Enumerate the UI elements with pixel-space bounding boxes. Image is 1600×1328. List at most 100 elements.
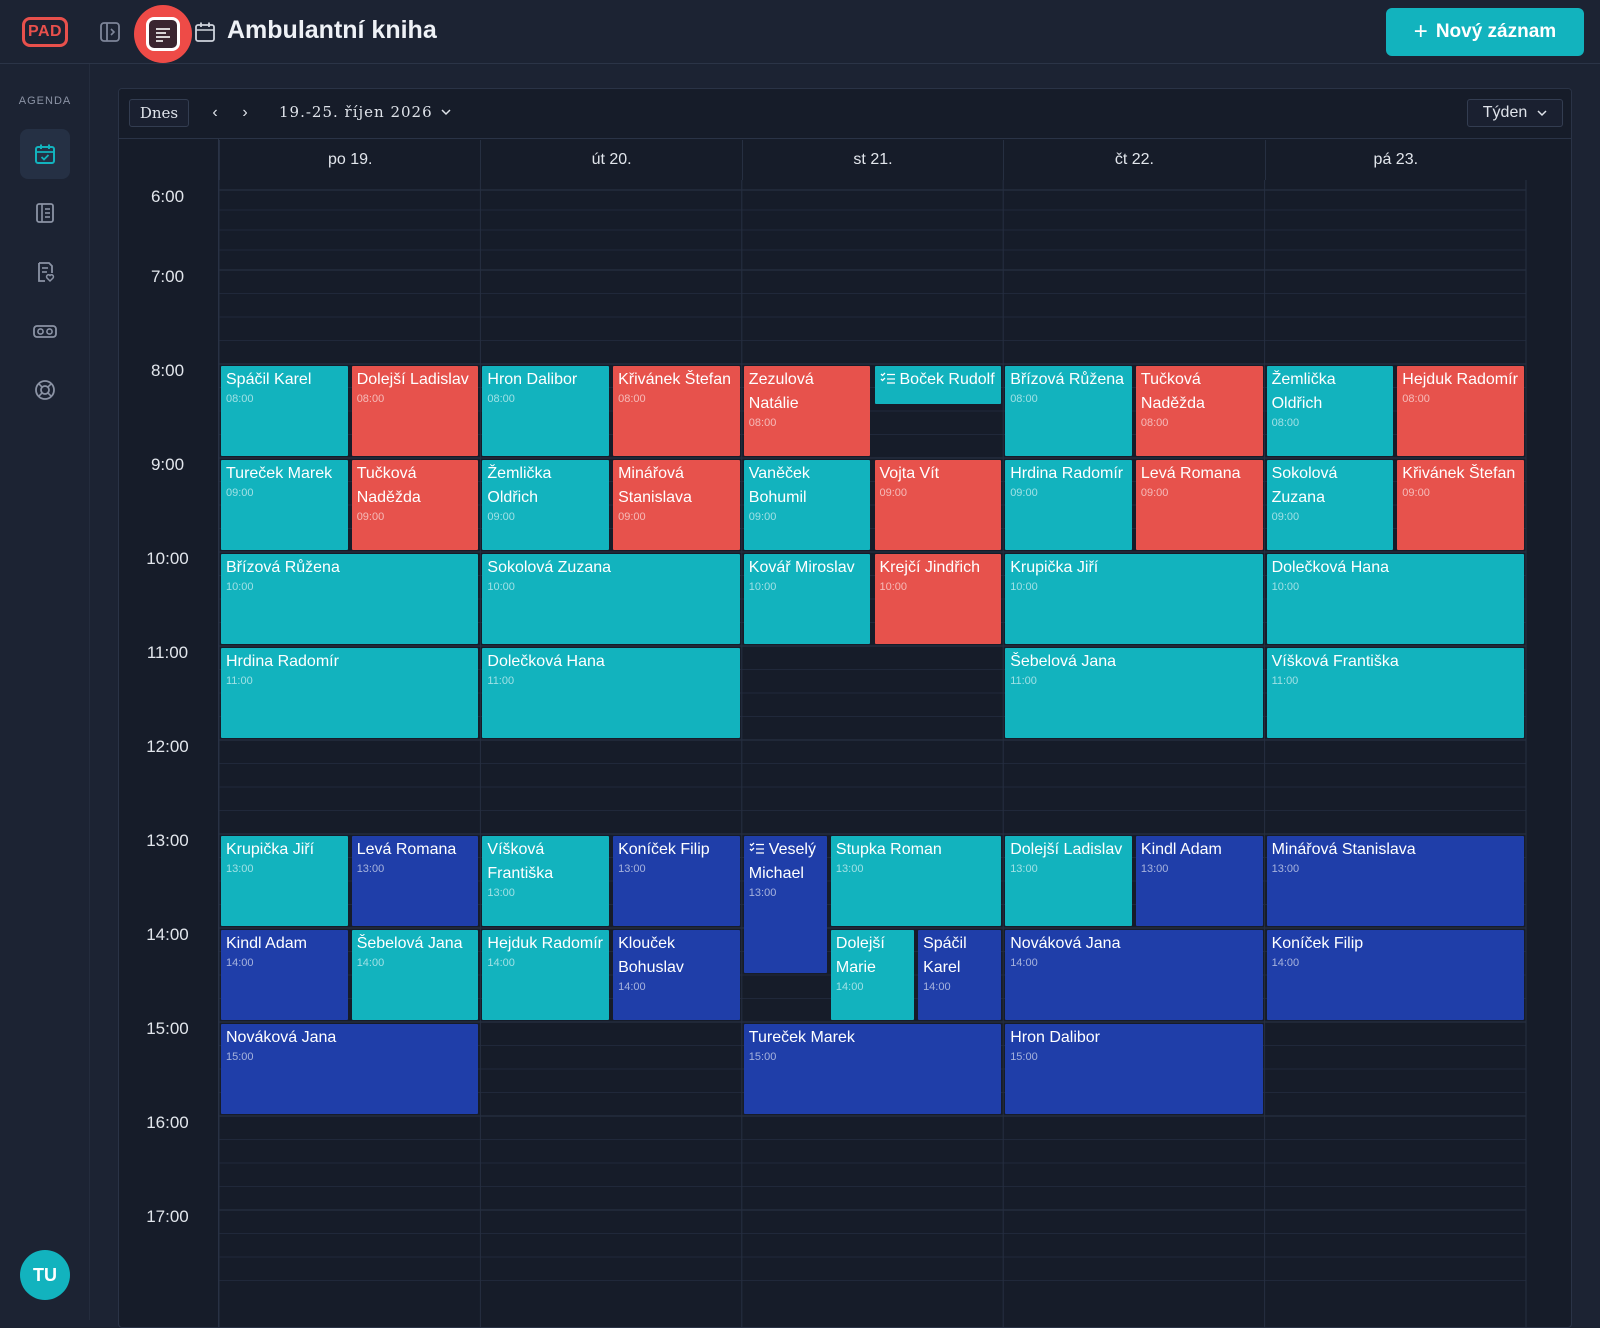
- appointment-event[interactable]: Dolečková Hana 10:00: [1266, 554, 1524, 644]
- event-title: Krupička Jiří: [1010, 559, 1099, 576]
- day-header[interactable]: pá 23.: [1264, 140, 1526, 180]
- app-logo[interactable]: PAD: [22, 17, 68, 47]
- sidebar-toggle-icon[interactable]: [98, 20, 122, 44]
- appointment-event[interactable]: Křivánek Štefan 09:00: [1397, 460, 1524, 550]
- appointment-event[interactable]: Tureček Marek 15:00: [743, 1024, 1002, 1114]
- appointment-event[interactable]: Veselý Michael 13:00: [743, 836, 827, 973]
- user-avatar[interactable]: TU: [20, 1250, 70, 1300]
- today-button[interactable]: Dnes: [129, 99, 189, 127]
- appointment-event[interactable]: Šebelová Jana 14:00: [351, 930, 479, 1020]
- event-time: 14:00: [1271, 957, 1300, 969]
- appointment-event[interactable]: Dolečková Hana 11:00: [482, 648, 740, 738]
- event-time: 13:00: [1271, 863, 1300, 875]
- appointment-event[interactable]: Břízová Růžena 10:00: [221, 554, 479, 644]
- appointment-event[interactable]: Stupka Roman 13:00: [830, 836, 1002, 926]
- sidebar-item-vision[interactable]: [20, 306, 70, 356]
- sidebar-item-calendar[interactable]: [20, 129, 70, 179]
- event-title: Tureček Marek: [748, 1029, 855, 1046]
- appointment-event[interactable]: Dolejší Marie 14:00: [830, 930, 915, 1020]
- event-time: 09:00: [1402, 487, 1430, 499]
- new-record-button[interactable]: + Nový záznam: [1386, 8, 1584, 56]
- appointment-event[interactable]: Boček Rudolf: [874, 366, 1002, 405]
- appointment-event[interactable]: Spáčil Karel 14:00: [918, 930, 1002, 1020]
- appointment-event[interactable]: Vojta Vít 09:00: [874, 460, 1002, 550]
- appointment-event[interactable]: Dolejší Ladislav 13:00: [1005, 836, 1132, 926]
- event-time: 14:00: [618, 981, 646, 993]
- day-header[interactable]: po 19.: [219, 140, 480, 180]
- next-week-button[interactable]: ›: [235, 101, 255, 125]
- chevron-right-icon: ›: [242, 104, 248, 121]
- appointment-event[interactable]: Nováková Jana 15:00: [221, 1024, 479, 1114]
- event-time: 13:00: [835, 863, 864, 875]
- day-header[interactable]: čt 22.: [1003, 140, 1264, 180]
- appointment-event[interactable]: Nováková Jana 14:00: [1005, 930, 1263, 1020]
- prev-week-button[interactable]: ‹: [205, 101, 225, 125]
- task-list-icon: [880, 368, 896, 392]
- day-header[interactable]: st 21.: [741, 140, 1003, 180]
- event-title: Hron Dalibor: [487, 371, 578, 388]
- appointment-event[interactable]: Levá Romana 09:00: [1135, 460, 1263, 550]
- appointment-event[interactable]: Levá Romana 13:00: [351, 836, 479, 926]
- appointment-event[interactable]: Minářová Stanislava 13:00: [1266, 836, 1524, 926]
- date-range-picker[interactable]: 19.-25. říjen 2026: [279, 103, 451, 121]
- event-title: Břízová Růžena: [1010, 371, 1125, 388]
- list-view-button[interactable]: [134, 5, 192, 63]
- appointment-event[interactable]: Šebelová Jana 11:00: [1005, 648, 1263, 738]
- appointment-event[interactable]: Žemlička Oldřich 09:00: [482, 460, 610, 550]
- event-time: 08:00: [356, 393, 385, 405]
- event-title: Stupka Roman: [835, 841, 942, 858]
- appointment-event[interactable]: Hejduk Radomír 14:00: [482, 930, 610, 1020]
- appointment-event[interactable]: Tureček Marek 09:00: [221, 460, 348, 550]
- view-select[interactable]: Týden: [1467, 99, 1563, 127]
- lifebuoy-icon: [35, 380, 55, 400]
- appointment-event[interactable]: Spáčil Karel 08:00: [221, 366, 348, 456]
- event-time: 13:00: [356, 863, 385, 875]
- appointment-event[interactable]: Kindl Adam 13:00: [1135, 836, 1263, 926]
- appointment-event[interactable]: Tučková Naděžda 09:00: [351, 460, 479, 550]
- event-time: 08:00: [226, 393, 254, 405]
- appointment-event[interactable]: Krupička Jiří 13:00: [221, 836, 348, 926]
- appointment-event[interactable]: Krejčí Jindřich 10:00: [874, 554, 1002, 644]
- event-time: 08:00: [1271, 417, 1300, 429]
- day-header[interactable]: út 20.: [480, 140, 741, 180]
- appointment-event[interactable]: Hrdina Radomír 09:00: [1005, 460, 1132, 550]
- event-title: Křivánek Štefan: [1402, 465, 1516, 482]
- event-time: 08:00: [748, 417, 777, 429]
- event-title: Břízová Růžena: [226, 559, 340, 576]
- appointment-event[interactable]: Břízová Růžena 08:00: [1005, 366, 1132, 456]
- appointment-event[interactable]: Krupička Jiří 10:00: [1005, 554, 1263, 644]
- hour-label: 9:00: [150, 455, 185, 474]
- event-time: 14:00: [1010, 957, 1038, 969]
- appointment-event[interactable]: Víšková Františka 11:00: [1266, 648, 1524, 738]
- sidebar-item-book[interactable]: [20, 188, 70, 238]
- appointment-event[interactable]: Víšková Františka 13:00: [482, 836, 610, 926]
- appointment-event[interactable]: Hron Dalibor 15:00: [1005, 1024, 1263, 1114]
- appointment-event[interactable]: Kindl Adam 14:00: [221, 930, 348, 1020]
- appointment-event[interactable]: Křivánek Štefan 08:00: [613, 366, 740, 456]
- appointment-event[interactable]: Minářová Stanislava 09:00: [613, 460, 740, 550]
- appointment-event[interactable]: Koníček Filip 13:00: [613, 836, 740, 926]
- appointment-event[interactable]: Hron Dalibor 08:00: [482, 366, 610, 456]
- app-header: PAD Ambulantní kniha + Nový záznam: [0, 0, 1600, 64]
- appointment-event[interactable]: Sokolová Zuzana 09:00: [1266, 460, 1394, 550]
- event-title: Kindl Adam: [1140, 841, 1222, 858]
- event-title: Křivánek Štefan: [618, 371, 732, 388]
- appointment-event[interactable]: Dolejší Ladislav 08:00: [351, 366, 479, 456]
- appointment-event[interactable]: Koníček Filip 14:00: [1266, 930, 1524, 1020]
- appointment-event[interactable]: Kovář Miroslav 10:00: [743, 554, 871, 644]
- appointment-event[interactable]: Zezulová Natálie 08:00: [743, 366, 871, 456]
- sidebar-item-help[interactable]: [20, 365, 70, 415]
- appointment-event[interactable]: Klouček Bohuslav 14:00: [613, 930, 740, 1020]
- hour-label: 13:00: [146, 831, 189, 850]
- event-title: Spáčil Karel: [226, 371, 312, 388]
- event-title: Šebelová Jana: [1010, 653, 1117, 670]
- appointment-event[interactable]: Hrdina Radomír 11:00: [221, 648, 479, 738]
- appointment-event[interactable]: Vaněček Bohumil 09:00: [743, 460, 871, 550]
- event-title: Boček Rudolf: [880, 368, 997, 392]
- appointment-event[interactable]: Sokolová Zuzana 10:00: [482, 554, 740, 644]
- sidebar-item-records[interactable]: [20, 247, 70, 297]
- appointment-event[interactable]: Hejduk Radomír 08:00: [1397, 366, 1524, 456]
- event-time: 13:00: [1140, 863, 1169, 875]
- appointment-event[interactable]: Tučková Naděžda 08:00: [1135, 366, 1263, 456]
- appointment-event[interactable]: Žemlička Oldřich 08:00: [1266, 366, 1394, 456]
